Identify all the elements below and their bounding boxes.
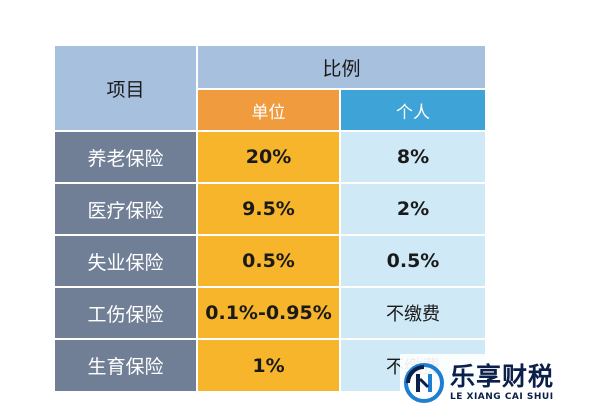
brand-subtitle: LE XIANG CAI SHUI: [450, 391, 554, 402]
individual-rate-pension: 8%: [341, 132, 485, 182]
header-employer: 单位: [198, 90, 339, 130]
brand-text: 乐享财税 LE XIANG CAI SHUI: [450, 361, 555, 403]
individual-rate-work-injury: 不缴费: [341, 288, 485, 338]
individual-rate-medical: 2%: [341, 184, 485, 234]
row-label-work-injury: 工伤保险: [55, 288, 196, 338]
employer-rate-maternity: 1%: [198, 340, 339, 391]
employer-rate-pension: 20%: [198, 132, 339, 182]
employer-rate-medical: 9.5%: [198, 184, 339, 234]
row-label-medical: 医疗保险: [55, 184, 196, 234]
brand-logo-icon: [404, 362, 444, 403]
row-label-pension: 养老保险: [55, 132, 196, 182]
employer-rate-unemployment: 0.5%: [198, 236, 339, 286]
row-label-maternity: 生育保险: [55, 340, 196, 391]
row-label-unemployment: 失业保险: [55, 236, 196, 286]
header-ratio: 比例: [198, 46, 485, 88]
employer-rate-work-injury: 0.1%-0.95%: [198, 288, 339, 338]
header-individual: 个人: [341, 90, 485, 130]
insurance-ratio-table: 项目 比例 单位 个人 养老保险 20% 8% 医疗保险 9.5% 2% 失业保…: [55, 46, 485, 391]
brand-watermark: 乐享财税 LE XIANG CAI SHUI: [400, 354, 600, 411]
individual-rate-unemployment: 0.5%: [341, 236, 485, 286]
brand-name: 乐享财税: [450, 361, 555, 391]
header-item: 项目: [55, 46, 196, 130]
